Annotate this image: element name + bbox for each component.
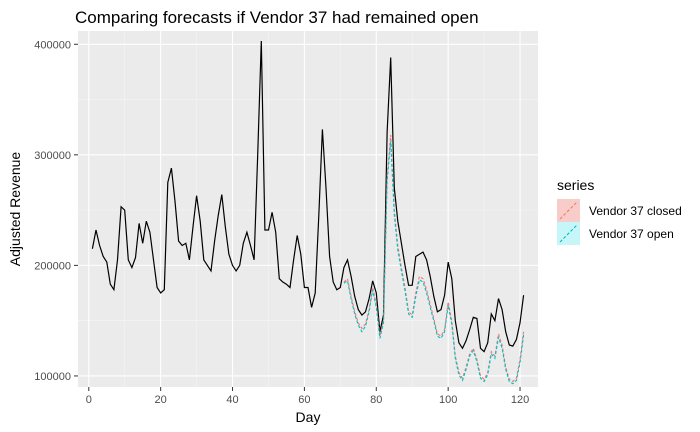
x-tick-label: 40 <box>226 394 238 406</box>
series-line-vendor-37-open <box>343 141 525 385</box>
y-axis: 100000 200000 300000 400000 <box>34 39 78 383</box>
x-tick-label: 80 <box>370 394 382 406</box>
x-axis: 0 20 40 60 80 100 120 <box>86 387 529 406</box>
chart-title: Comparing forecasts if Vendor 37 had rem… <box>75 8 479 27</box>
minor-gridlines <box>78 31 538 387</box>
legend-item-vendor-37-open: Vendor 37 open <box>557 222 674 245</box>
series-line-actual <box>91 40 525 353</box>
x-axis-title: Day <box>296 409 321 425</box>
plot-panel <box>78 31 538 387</box>
y-tick-label: 400000 <box>34 39 71 51</box>
legend-key-line-vendor-37-closed <box>559 201 578 220</box>
x-tick-label: 100 <box>439 394 457 406</box>
x-tick-label: 120 <box>511 394 529 406</box>
legend-key-line-vendor-37-open <box>559 224 578 243</box>
legend-label-vendor-37-closed: Vendor 37 closed <box>589 204 682 218</box>
x-tick-label: 0 <box>86 394 92 406</box>
y-tick-label: 200000 <box>34 260 71 272</box>
legend: series Vendor 37 closed Vendor 37 open <box>557 177 682 245</box>
series-layer <box>91 40 525 385</box>
legend-title: series <box>557 177 594 193</box>
x-tick-label: 60 <box>298 394 310 406</box>
legend-item-vendor-37-closed: Vendor 37 closed <box>557 199 682 222</box>
y-tick-label: 300000 <box>34 150 71 162</box>
x-tick-label: 20 <box>155 394 167 406</box>
legend-label-vendor-37-open: Vendor 37 open <box>589 227 674 241</box>
series-line-vendor-37-closed <box>343 134 525 383</box>
y-tick-label: 100000 <box>34 371 71 383</box>
y-axis-title: Adjusted Revenue <box>7 152 23 267</box>
